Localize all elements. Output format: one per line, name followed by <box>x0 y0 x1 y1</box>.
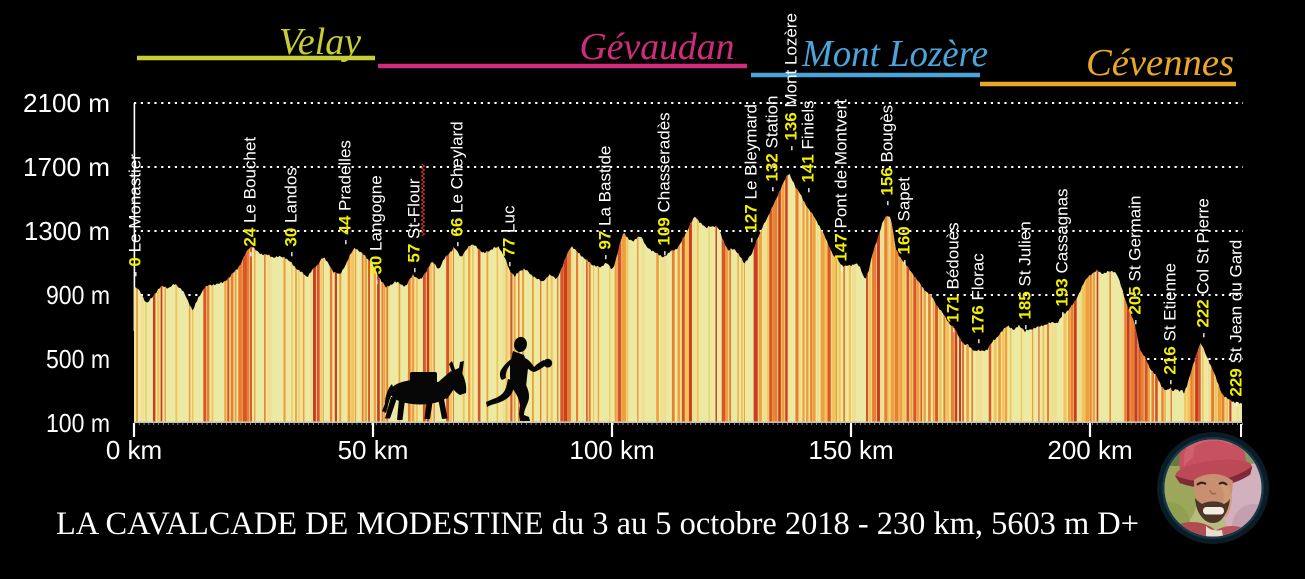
svg-text:0 km: 0 km <box>106 435 162 465</box>
svg-text:Gévaudan: Gévaudan <box>580 26 735 68</box>
svg-text:- 66 Le Cheylard: - 66 Le Cheylard <box>448 121 467 247</box>
svg-text:Cévennes: Cévennes <box>1086 42 1234 84</box>
svg-text:- 50 Langogne: - 50 Langogne <box>367 175 386 285</box>
svg-text:- 160 Sapet: - 160 Sapet <box>895 177 914 265</box>
svg-text:200 km: 200 km <box>1047 435 1132 465</box>
svg-text:- 205 St Germain: - 205 St Germain <box>1126 196 1145 325</box>
svg-text:- 216 St Etienne: - 216 St Etienne <box>1161 263 1180 385</box>
svg-text:Mont Lozère: Mont Lozère <box>801 33 988 75</box>
svg-text:50 km: 50 km <box>338 435 409 465</box>
svg-text:- 141 Finiels: - 141 Finiels <box>799 100 818 193</box>
svg-text:- 185 St Julien: - 185 St Julien <box>1016 221 1035 330</box>
svg-text:- 57 St-Flour: - 57 St-Flour <box>405 178 424 273</box>
svg-text:- 109 Chasseradès: - 109 Chasseradès <box>655 112 674 256</box>
svg-text:- 193 Cassagnas: - 193 Cassagnas <box>1053 188 1072 317</box>
svg-text:100 km: 100 km <box>569 435 654 465</box>
svg-text:- 171 Bédouès: - 171 Bédouès <box>944 222 963 333</box>
svg-text:1300 m: 1300 m <box>24 216 110 246</box>
svg-text:- 136 Mont Lozère: - 136 Mont Lozère <box>782 13 801 151</box>
svg-text:1700 m: 1700 m <box>23 152 110 182</box>
svg-text:LA CAVALCADE DE MODESTINE du 3: LA CAVALCADE DE MODESTINE du 3 au 5 octo… <box>56 506 1139 542</box>
svg-text:- 176 Florac: - 176 Florac <box>969 253 988 344</box>
svg-text:- 24 Le Bouchet: - 24 Le Bouchet <box>241 137 260 257</box>
svg-text:- 127 Le Bleymard: - 127 Le Bleymard <box>742 104 761 243</box>
svg-text:- 0 Le Monastier: - 0 Le Monastier <box>126 154 145 277</box>
svg-text:900 m: 900 m <box>46 280 110 310</box>
svg-text:- 132 Station: - 132 Station <box>763 96 782 192</box>
svg-text:500 m: 500 m <box>46 344 110 374</box>
svg-text:- 44 Pradelles: - 44 Pradelles <box>336 140 355 245</box>
svg-text:150 km: 150 km <box>808 435 893 465</box>
svg-text:- 30 Landos: - 30 Landos <box>282 167 301 257</box>
svg-text:- 97 La Bastide: - 97 La Bastide <box>596 146 615 260</box>
svg-text:100 m: 100 m <box>46 408 110 438</box>
svg-text:- 77 Luc: - 77 Luc <box>500 205 519 267</box>
svg-text:- 156 Bougès: - 156 Bougès <box>878 105 897 206</box>
svg-text:- 147 Pont de Montvert: - 147 Pont de Montvert <box>832 99 851 272</box>
svg-text:- 222 Col St Pierre: - 222 Col St Pierre <box>1194 198 1213 338</box>
svg-text:- 229 St Jean du Gard: - 229 St Jean du Gard <box>1227 240 1246 407</box>
svg-text:2100 m: 2100 m <box>23 88 110 118</box>
svg-text:Velay: Velay <box>279 21 361 63</box>
